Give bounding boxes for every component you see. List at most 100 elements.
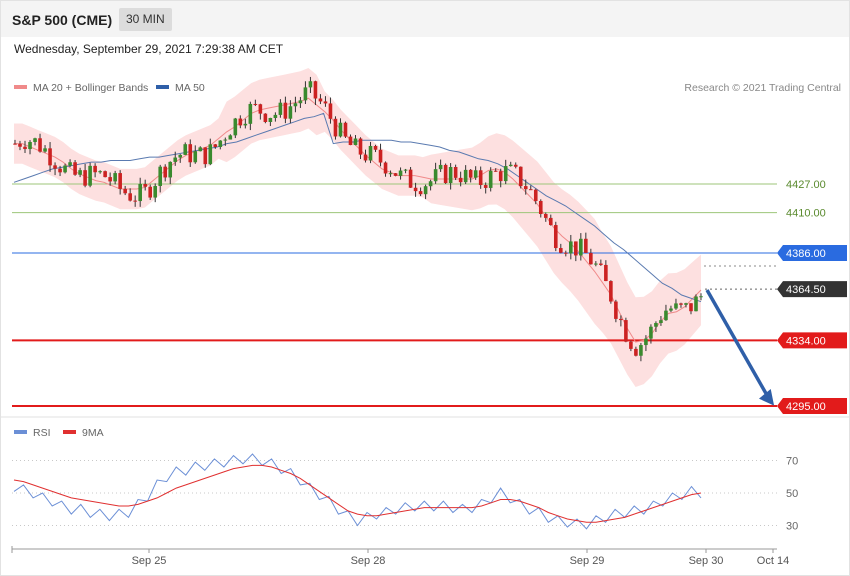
candle-body (463, 169, 468, 183)
candle-body (28, 141, 32, 150)
candle-body (128, 193, 132, 201)
candle-body (569, 241, 573, 254)
candle-body (13, 143, 17, 145)
candle-body (689, 303, 693, 312)
rsi-tick-2: 30 (786, 521, 798, 533)
candle-body (353, 138, 358, 146)
rsi-legend-label: RSI (33, 427, 51, 439)
candle-body (123, 188, 127, 194)
candle-body (423, 186, 428, 195)
candle-body (669, 308, 673, 311)
candle-body (248, 103, 253, 124)
candle-body (328, 103, 333, 119)
candle-body (579, 238, 583, 256)
candle-body (358, 138, 363, 155)
rsi-line (13, 453, 702, 530)
candle-body (333, 118, 338, 137)
x-tick-label-4: Oct 14 (757, 555, 789, 567)
candle-body (518, 166, 523, 187)
candle-body (528, 189, 533, 191)
candle-body (428, 181, 433, 187)
level-tag-2 (777, 244, 847, 261)
candlesticks (13, 76, 703, 362)
candle-body (208, 144, 213, 165)
candle-body (639, 345, 643, 356)
candle-body (318, 98, 323, 102)
x-tick-label-0: Sep 25 (132, 555, 167, 567)
ma20-line (14, 97, 702, 343)
header-bar: S&P 500 (CME) 30 MIN (1, 1, 849, 37)
candle-body (373, 145, 378, 150)
moving-averages (13, 97, 702, 343)
candle-body (654, 322, 658, 327)
candle-body (684, 303, 688, 305)
candle-body (153, 185, 158, 198)
candle-body (53, 165, 57, 169)
candle-body (188, 144, 193, 163)
candle-body (33, 138, 37, 142)
candle-body (513, 164, 518, 167)
bollinger-bands (14, 68, 701, 387)
candle-body (23, 146, 27, 150)
candle-body (313, 81, 318, 99)
candle-body (584, 238, 588, 253)
candle-body (273, 114, 278, 118)
timeframe-button[interactable]: 30 MIN (119, 8, 172, 31)
candle-body (634, 348, 638, 356)
rsi-ma-line (13, 464, 702, 523)
candle-body (173, 157, 178, 162)
level-label-5: 4295.00 (786, 401, 826, 413)
candle-body (113, 173, 117, 182)
candle-body (288, 106, 293, 119)
candle-body (253, 103, 258, 105)
ma20-legend-label: MA 20 + Bollinger Bands (33, 82, 148, 94)
instrument-title: S&P 500 (CME) (12, 12, 113, 28)
candle-body (98, 171, 102, 173)
candle-body (108, 177, 112, 182)
candle-body (243, 123, 248, 126)
candle-body (298, 100, 303, 104)
candle-body (63, 165, 67, 173)
candle-body (383, 162, 388, 174)
candle-body (178, 154, 183, 158)
candle-body (58, 168, 62, 173)
candle-body (548, 217, 553, 226)
rsi-tick-0: 70 (786, 456, 798, 468)
ma50-legend-swatch (156, 85, 169, 89)
candle-body (493, 170, 498, 172)
candle-body (118, 173, 122, 189)
candle-body (198, 147, 203, 152)
candle-body (453, 167, 458, 178)
candle-body (649, 326, 653, 339)
timestamp: Wednesday, September 29, 2021 7:29:38 AM… (14, 42, 284, 56)
candle-body (659, 320, 663, 323)
candle-body (398, 170, 403, 176)
candle-body (413, 187, 418, 192)
candle-body (218, 140, 223, 147)
candle-body (604, 264, 608, 282)
candle-body (143, 183, 147, 187)
candle-body (448, 167, 453, 184)
candle-body (614, 301, 618, 319)
candle-body (303, 87, 308, 101)
candle-body (378, 149, 383, 163)
candle-body (193, 151, 198, 163)
candle-body (18, 143, 22, 147)
candle-body (574, 241, 578, 256)
candle-body (228, 135, 233, 140)
candle-body (388, 173, 393, 175)
candle-body (488, 170, 493, 188)
candle-body (619, 318, 623, 321)
copyright-text: Research © 2021 Trading Central (684, 82, 841, 94)
candle-body (438, 164, 443, 170)
x-axis-ticks: Sep 25 Sep 28 Sep 29 Sep 30 Oct 14 (11, 546, 789, 567)
level-label-3: 4364.50 (786, 284, 826, 296)
candle-body (478, 170, 483, 186)
candle-body (83, 170, 87, 186)
candle-body (533, 189, 538, 201)
candle-body (43, 148, 47, 152)
candle-body (624, 320, 628, 342)
candle-body (233, 118, 238, 136)
